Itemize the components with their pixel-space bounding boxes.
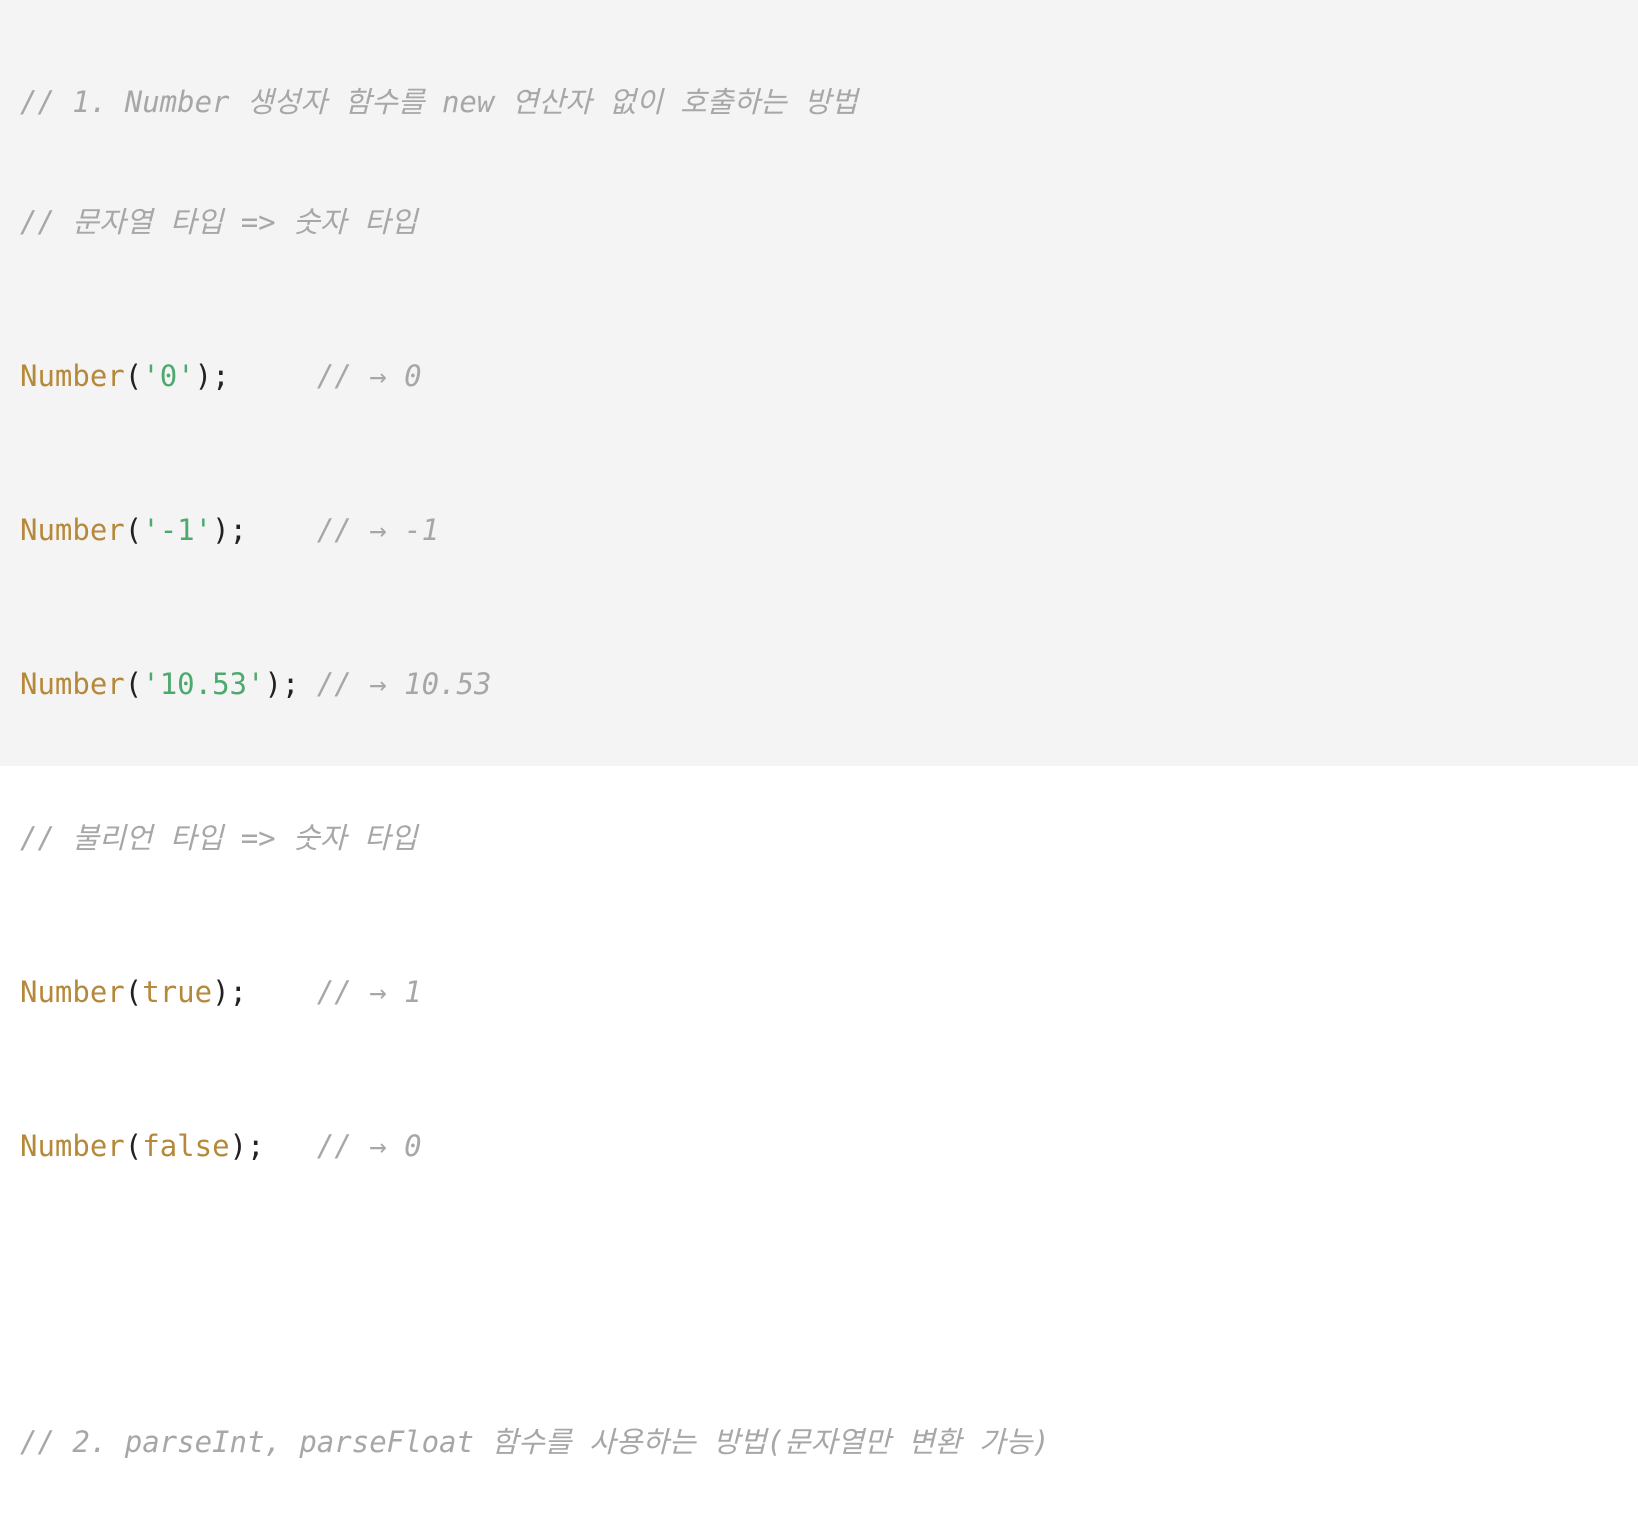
function-name: Number bbox=[20, 667, 125, 701]
argument: '-1' bbox=[142, 513, 213, 547]
code-comment-line: // 2. parseInt, parseFloat 함수를 사용하는 방법(문… bbox=[20, 1416, 1638, 1468]
spacing bbox=[230, 359, 317, 393]
code-line: Number('10.53'); // → 10.53 bbox=[20, 658, 1638, 710]
result-comment: // → 0 bbox=[316, 1129, 422, 1163]
result-comment: // → 1 bbox=[316, 975, 422, 1009]
code-line: Number(false); // → 0 bbox=[20, 1120, 1638, 1172]
argument: false bbox=[142, 1129, 230, 1163]
code-comment-line: // 문자열 타입 => 숫자 타입 bbox=[20, 196, 1638, 248]
result-comment: // → 0 bbox=[316, 359, 422, 393]
close-paren: ); bbox=[264, 667, 300, 701]
comment: // 불리언 타입 => 숫자 타입 bbox=[20, 821, 418, 855]
code-line: Number(true); // → 1 bbox=[20, 966, 1638, 1018]
blank-line bbox=[20, 1274, 1638, 1314]
code-comment-line: // 불리언 타입 => 숫자 타입 bbox=[20, 812, 1638, 864]
close-paren: ); bbox=[212, 975, 247, 1009]
result-comment: // → 10.53 bbox=[316, 667, 492, 701]
result-comment: // → -1 bbox=[316, 513, 440, 547]
argument: '0' bbox=[142, 359, 195, 393]
close-paren: ); bbox=[194, 359, 230, 393]
close-paren: ); bbox=[229, 1129, 265, 1163]
code-line: Number('-1'); // → -1 bbox=[20, 504, 1638, 556]
comment: // 문자열 타입 => 숫자 타입 bbox=[20, 205, 418, 239]
code-line: Number('0'); // → 0 bbox=[20, 350, 1638, 402]
spacing bbox=[299, 667, 316, 701]
code-comment-line: // 1. Number 생성자 함수를 new 연산자 없이 호출하는 방법 bbox=[20, 76, 1638, 128]
function-name: Number bbox=[20, 1129, 125, 1163]
function-name: Number bbox=[20, 975, 125, 1009]
comment: // 1. Number 생성자 함수를 new 연산자 없이 호출하는 방법 bbox=[20, 85, 858, 119]
argument: '10.53' bbox=[142, 667, 265, 701]
argument: true bbox=[142, 975, 213, 1009]
close-paren: ); bbox=[212, 513, 247, 547]
open-paren: ( bbox=[124, 1129, 143, 1163]
function-name: Number bbox=[20, 513, 125, 547]
open-paren: ( bbox=[124, 975, 143, 1009]
open-paren: ( bbox=[124, 667, 143, 701]
code-block: // 1. Number 생성자 함수를 new 연산자 없이 호출하는 방법 … bbox=[0, 0, 1638, 1459]
open-paren: ( bbox=[124, 359, 143, 393]
function-name: Number bbox=[20, 359, 125, 393]
open-paren: ( bbox=[124, 513, 143, 547]
spacing bbox=[247, 975, 317, 1009]
spacing bbox=[264, 1129, 316, 1163]
comment: // 2. parseInt, parseFloat 함수를 사용하는 방법(문… bbox=[20, 1425, 1050, 1459]
spacing bbox=[247, 513, 317, 547]
